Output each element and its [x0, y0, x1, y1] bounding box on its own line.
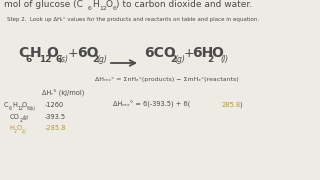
Text: -393.5: -393.5: [45, 114, 66, 120]
Text: O: O: [106, 0, 113, 9]
Text: O: O: [17, 125, 22, 131]
Text: 6: 6: [9, 106, 12, 111]
Text: 2: 2: [170, 55, 176, 64]
Text: 2: 2: [92, 55, 98, 64]
Text: O: O: [46, 46, 58, 60]
Text: (s): (s): [58, 55, 68, 64]
Text: ΔHᵣₑₓ° = ΣnHₑ°(products) − ΣmHₑ°(reactants): ΔHᵣₑₓ° = ΣnHₑ°(products) − ΣmHₑ°(reactan…: [95, 77, 239, 82]
Text: 12: 12: [39, 55, 52, 64]
Text: O: O: [211, 46, 223, 60]
Text: O: O: [22, 102, 27, 108]
Text: H: H: [12, 102, 17, 108]
Text: (l): (l): [22, 129, 27, 134]
Text: -285.8: -285.8: [45, 125, 67, 131]
Text: ΔHᵣₑₓ° = 6(-393.5) + 6(: ΔHᵣₑₓ° = 6(-393.5) + 6(: [113, 101, 190, 108]
Text: 6: 6: [113, 6, 117, 11]
Text: (l): (l): [220, 55, 228, 64]
Text: 285.8: 285.8: [222, 102, 241, 108]
Text: +: +: [184, 47, 195, 60]
Text: 6H: 6H: [192, 46, 213, 60]
Text: (g): (g): [174, 55, 185, 64]
Text: ): ): [239, 102, 242, 108]
Text: 6: 6: [27, 106, 30, 111]
Text: 2: 2: [14, 129, 17, 134]
Text: mol of glucose (C: mol of glucose (C: [4, 0, 83, 9]
Text: CO: CO: [10, 114, 20, 120]
Text: 6: 6: [88, 6, 92, 11]
Text: 12: 12: [99, 6, 107, 11]
Text: (g): (g): [23, 115, 29, 120]
Text: +: +: [68, 47, 79, 60]
Text: Step 2.  Look up ΔHᵣ° values for the products and reactants on table and place i: Step 2. Look up ΔHᵣ° values for the prod…: [7, 17, 259, 22]
Text: (s): (s): [30, 106, 36, 111]
Text: -1260: -1260: [45, 102, 64, 108]
Text: H: H: [30, 46, 42, 60]
Text: H: H: [9, 125, 14, 131]
Text: 12: 12: [17, 106, 23, 111]
Text: 6CO: 6CO: [144, 46, 176, 60]
Text: C: C: [4, 102, 9, 108]
Text: H: H: [92, 0, 99, 9]
Text: 2: 2: [207, 55, 213, 64]
Text: 6O: 6O: [77, 46, 99, 60]
Text: 2: 2: [20, 118, 23, 123]
Text: ΔHᵣ° (kJ/mol): ΔHᵣ° (kJ/mol): [42, 90, 84, 97]
Text: (g): (g): [96, 55, 107, 64]
Text: 6: 6: [26, 55, 32, 64]
Text: ) to carbon dioxide and water.: ) to carbon dioxide and water.: [116, 0, 252, 9]
Text: C: C: [18, 46, 28, 60]
Text: 6: 6: [55, 55, 61, 64]
